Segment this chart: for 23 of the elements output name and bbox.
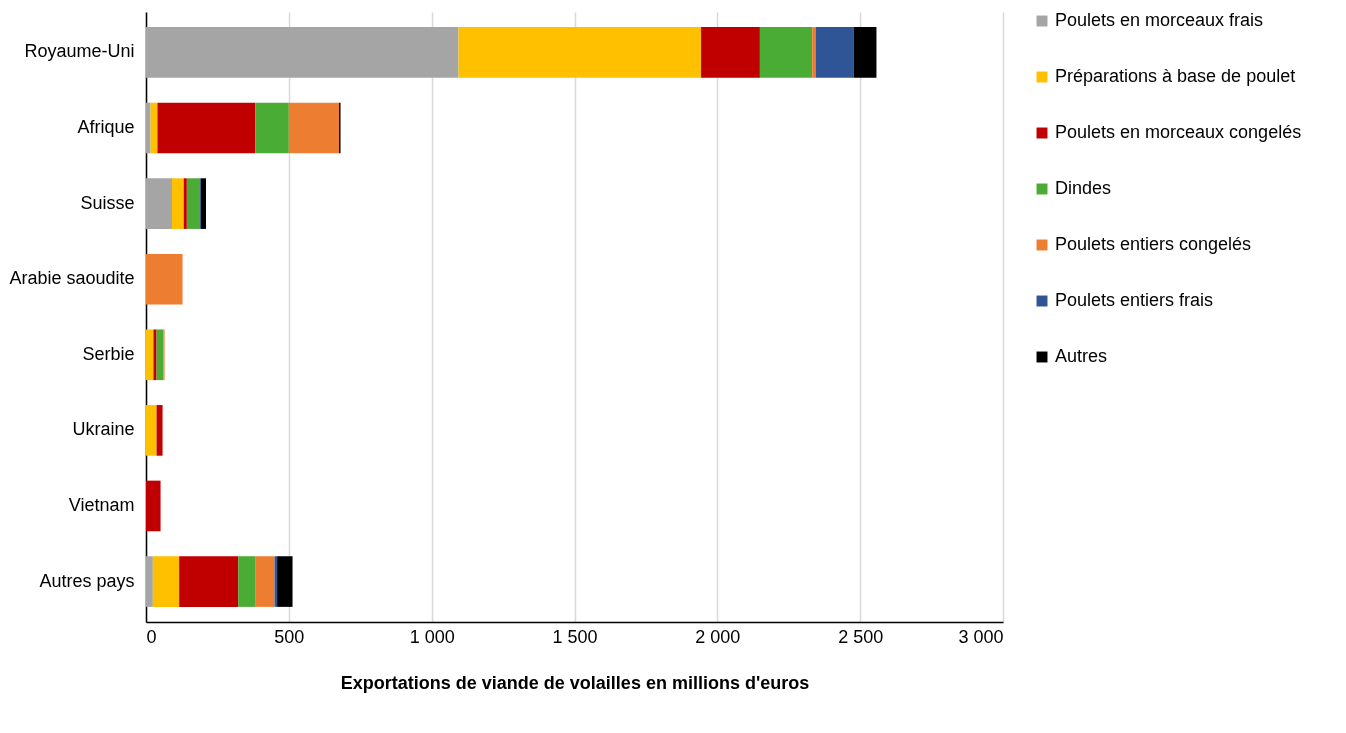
y-tick-label: Afrique <box>77 117 135 138</box>
y-tick-label: Autres pays <box>39 570 135 591</box>
x-tick-label: 0 <box>146 626 157 647</box>
legend-label: Poulets entiers frais <box>1055 290 1214 310</box>
legend-label: Préparations à base de poulet <box>1055 66 1296 86</box>
y-tick-label: Suisse <box>80 192 135 213</box>
y-tick-label: Serbie <box>82 343 135 364</box>
x-tick-label: 1 500 <box>552 626 598 647</box>
x-tick-label: 2 000 <box>695 626 741 647</box>
x-tick-label: 1 000 <box>409 626 455 647</box>
y-tick-label: Royaume-Uni <box>24 41 135 62</box>
legend-label: Dindes <box>1055 178 1112 198</box>
y-tick-label: Arabie saoudite <box>9 268 135 289</box>
x-tick-label: 3 000 <box>958 626 1004 647</box>
legend-label: Autres <box>1055 346 1108 366</box>
legend-label: Poulets en morceaux congelés <box>1055 122 1302 142</box>
x-axis-title: Exportations de viande de volailles en millions d'euros <box>340 672 810 693</box>
y-tick-label: Ukraine <box>72 419 135 440</box>
x-tick-label: 500 <box>274 626 305 647</box>
legend-label: Poulets entiers congelés <box>1055 234 1252 254</box>
y-tick-label: Vietnam <box>68 494 135 515</box>
legend-label: Poulets en morceaux frais <box>1055 10 1264 30</box>
x-tick-label: 2 500 <box>838 626 884 647</box>
